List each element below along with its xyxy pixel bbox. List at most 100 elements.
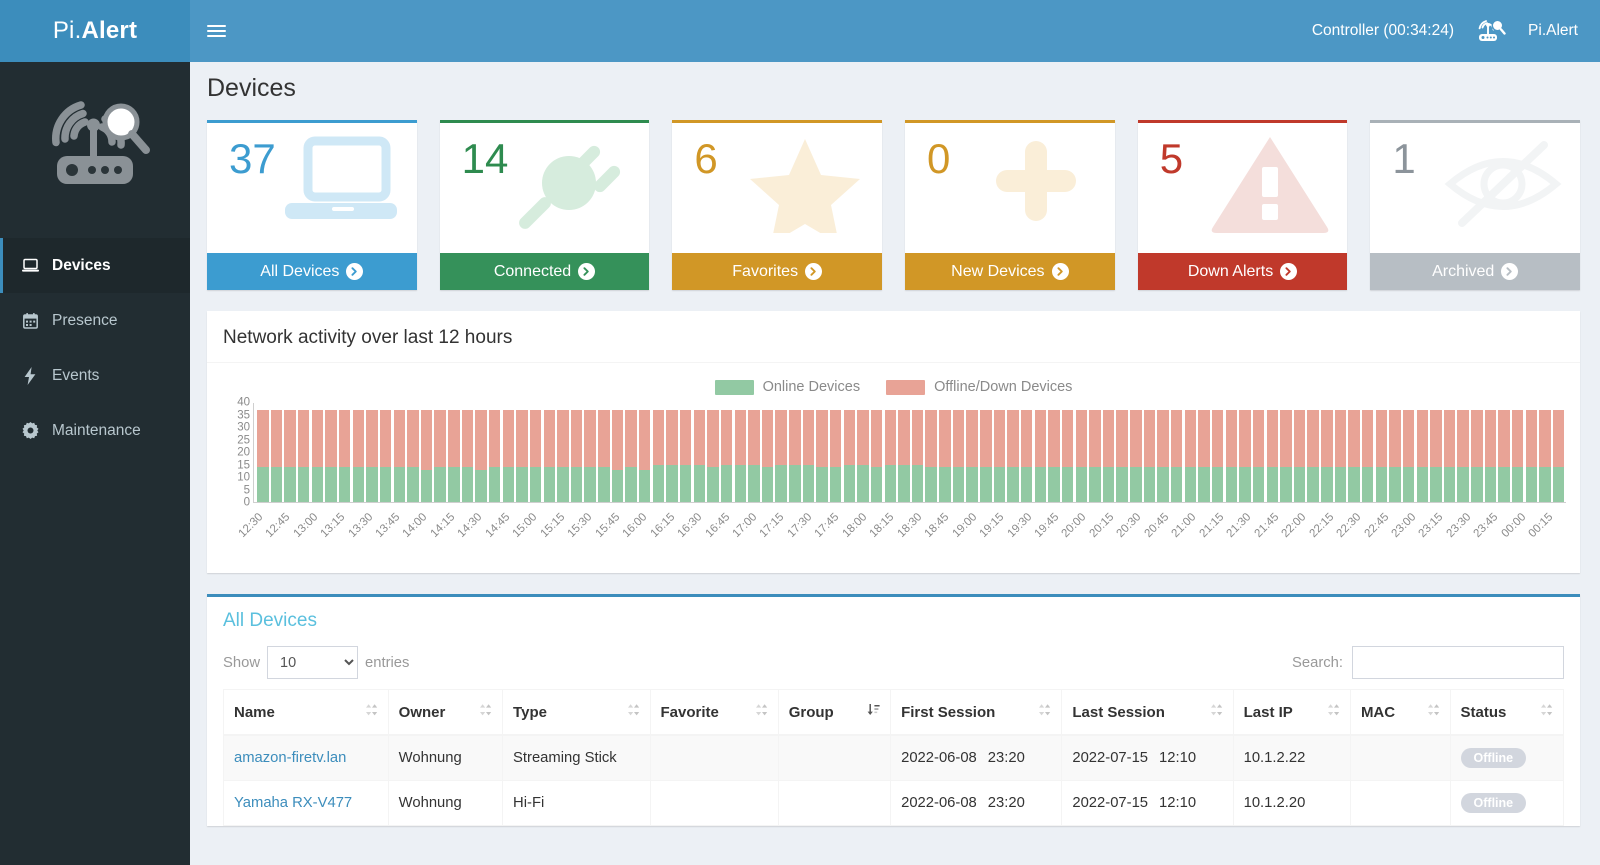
stat-link-new-devices[interactable]: New Devices: [905, 253, 1115, 290]
bar-segment-offline: [366, 410, 378, 468]
cell-name[interactable]: Yamaha RX-V477: [223, 780, 389, 826]
column-header-name[interactable]: Name: [223, 689, 389, 736]
stat-body: 6: [672, 123, 882, 253]
column-header-label: Name: [234, 703, 275, 721]
stat-value-archived: 1: [1392, 135, 1416, 182]
column-header-first-session[interactable]: First Session: [890, 689, 1063, 736]
chart-bar: [1115, 403, 1129, 502]
stat-box-new-devices[interactable]: 0 New Devices: [905, 120, 1115, 290]
column-header-group[interactable]: Group: [778, 689, 892, 736]
chart-bar: [1347, 403, 1361, 502]
stat-link-archived[interactable]: Archived: [1370, 253, 1581, 290]
sort-both-icon[interactable]: [479, 703, 492, 721]
sort-both-icon[interactable]: [1327, 703, 1340, 721]
x-tick-label: 15:30: [565, 511, 595, 540]
chart-body: Online Devices Offline/Down Devices 0 5 10 1…: [207, 363, 1580, 573]
y-tick-label: 0: [243, 496, 250, 509]
legend-item: Online Devices: [714, 379, 861, 395]
bar-segment-online: [270, 467, 283, 502]
stat-box-connected[interactable]: 14 Connected: [439, 120, 650, 290]
bar-segment-offline: [911, 410, 924, 465]
chart-bar: [1552, 403, 1566, 502]
sidebar-item-presence[interactable]: Presence: [0, 293, 190, 348]
device-name-link[interactable]: amazon-firetv.lan: [234, 750, 347, 766]
sort-both-icon[interactable]: [755, 703, 768, 721]
bar-segment-online: [557, 467, 569, 502]
chart-bar: [1415, 403, 1429, 502]
bar-segment-online: [1211, 467, 1224, 502]
y-tick-label: 15: [237, 458, 250, 471]
sidebar-item-events[interactable]: Events: [0, 348, 190, 403]
bar-segment-offline: [475, 410, 487, 470]
sort-both-icon[interactable]: [1540, 703, 1553, 721]
column-header-last-ip[interactable]: Last IP: [1233, 689, 1351, 736]
stat-box-favorites[interactable]: 6 Favorites: [672, 120, 883, 290]
bar-segment-offline: [1034, 410, 1047, 468]
brand-logo-light: Pi.: [52, 17, 82, 44]
sort-both-icon[interactable]: [1210, 703, 1223, 721]
arrow-right-icon: [1280, 263, 1298, 280]
sort-desc-icon[interactable]: [867, 703, 880, 721]
stat-box-archived[interactable]: 1 Archived: [1370, 120, 1581, 290]
navbar-app-name[interactable]: Pi.Alert: [1528, 22, 1578, 39]
column-header-label: MAC: [1360, 703, 1396, 721]
device-name-link[interactable]: Yamaha RX-V477: [234, 795, 353, 811]
bar-segment-offline: [257, 410, 269, 468]
hamburger-icon[interactable]: [190, 0, 242, 62]
stat-link-favorites[interactable]: Favorites: [672, 253, 883, 290]
column-header-type[interactable]: Type: [502, 689, 651, 736]
table-row[interactable]: amazon-firetv.lan Wohnung Streaming Stick 2…: [223, 735, 1565, 781]
stat-box-all-devices[interactable]: 37 All Devices: [207, 120, 417, 290]
bar-segment-offline: [1102, 410, 1115, 468]
bar-segment-online: [857, 464, 869, 502]
x-tick-label: 23:15: [1416, 511, 1446, 540]
column-header-last-session[interactable]: Last Session: [1061, 689, 1234, 736]
sort-both-icon[interactable]: [1427, 703, 1440, 721]
bar-segment-offline: [1361, 410, 1374, 468]
bar-segment-offline: [652, 410, 665, 465]
sort-both-icon: [365, 704, 377, 716]
sort-both-icon[interactable]: [365, 703, 378, 721]
chart-bar: [570, 403, 584, 502]
stat-link-connected[interactable]: Connected: [439, 253, 650, 290]
table-header-row: Name Owner Type Favorite Group First Session L…: [223, 689, 1565, 736]
column-header-inner: Owner: [399, 703, 492, 721]
bar-segment-online: [1361, 467, 1374, 502]
column-header-favorite[interactable]: Favorite: [650, 689, 779, 736]
column-header-mac[interactable]: MAC: [1350, 689, 1451, 736]
stat-link-down-alerts[interactable]: Down Alerts: [1137, 253, 1348, 290]
x-tick-label: 13:15: [318, 511, 348, 540]
column-header-owner[interactable]: Owner: [388, 689, 504, 736]
bar-segment-offline: [1280, 410, 1292, 468]
chart-bar: [1034, 403, 1048, 502]
page-size-select[interactable]: 102550100: [267, 646, 359, 679]
y-tick-label: 30: [237, 421, 250, 434]
sidebar-item-maintenance[interactable]: Maintenance: [0, 403, 190, 458]
bar-segment-offline: [448, 410, 460, 468]
sort-both-icon[interactable]: [1038, 703, 1051, 721]
bar-segment-offline: [1198, 410, 1210, 468]
column-header-inner: Last Session: [1072, 703, 1222, 721]
stat-label-archived: Archived: [1432, 262, 1495, 280]
bar-segment-offline: [516, 410, 528, 468]
stat-link-all-devices[interactable]: All Devices: [207, 253, 417, 290]
bar-segment-online: [679, 464, 692, 502]
bar-segment-online: [1116, 467, 1128, 502]
chart-bar: [1061, 403, 1075, 502]
x-tick-label: 23:00: [1389, 511, 1419, 540]
stat-box-down-alerts[interactable]: 5 Down Alerts: [1137, 120, 1348, 290]
sidebar-item-devices[interactable]: Devices: [0, 238, 190, 293]
bar-segment-online: [1293, 467, 1306, 502]
chart-bar: [693, 403, 707, 502]
chart-bar: [338, 403, 352, 502]
bar-segment-online: [761, 467, 774, 502]
legend-label: Online Devices: [762, 379, 861, 395]
sort-both-icon[interactable]: [627, 703, 640, 721]
search-input[interactable]: [1352, 646, 1564, 679]
column-header-status[interactable]: Status: [1450, 689, 1565, 736]
table-row[interactable]: Yamaha RX-V477 Wohnung Hi-Fi 2022-06-08 23:2…: [223, 780, 1565, 826]
bar-segment-offline: [1266, 410, 1278, 468]
cell-name[interactable]: amazon-firetv.lan: [223, 735, 389, 781]
x-tick-label: 13:30: [346, 511, 375, 540]
brand-logo[interactable]: Pi. Alert: [0, 0, 190, 62]
